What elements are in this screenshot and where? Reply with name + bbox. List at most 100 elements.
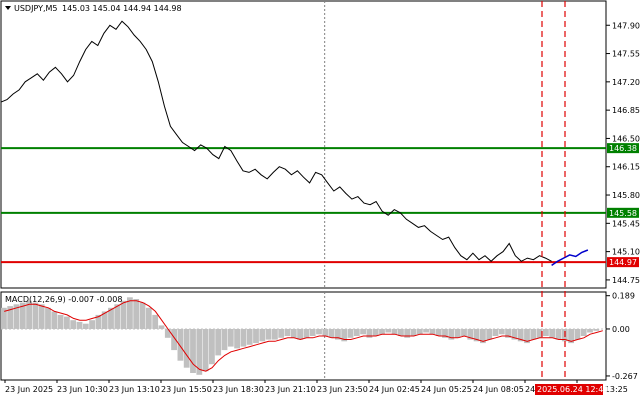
macd-bar xyxy=(183,329,190,368)
macd-bar xyxy=(32,302,39,329)
macd-bar xyxy=(517,329,524,342)
time-tick-label: 24 Jun 02:45 xyxy=(369,385,420,394)
time-tick-label: 23 Jun 18:30 xyxy=(213,385,264,394)
macd-bar xyxy=(568,329,574,344)
macd-bar xyxy=(272,329,278,340)
macd-bar xyxy=(480,329,486,344)
macd-bar xyxy=(158,325,165,329)
macd-bar xyxy=(19,302,26,329)
macd-bar xyxy=(234,329,240,349)
macd-bar xyxy=(190,329,196,373)
macd-bar xyxy=(461,329,467,336)
price-levels: 146.38 145.58 144.97 xyxy=(1,143,639,268)
macd-bar xyxy=(442,329,448,338)
time-tick-label: 23 Jun 10:30 xyxy=(57,385,108,394)
macd-bar xyxy=(108,307,114,329)
macd-bar xyxy=(309,329,316,336)
price-tick-label: 146.15 xyxy=(612,163,640,172)
level-tag xyxy=(607,143,639,154)
macd-bar xyxy=(416,329,423,335)
price-tick-label: 145.80 xyxy=(612,191,640,200)
macd-bar xyxy=(303,329,310,338)
macd-bar xyxy=(240,329,247,347)
macd-bar xyxy=(259,329,266,342)
time-tick-label: 24 Jun 05:25 xyxy=(421,385,472,394)
ohlc-values: 145.03 145.04 144.94 144.98 xyxy=(62,4,182,13)
macd-bar xyxy=(1,307,7,329)
macd-bar xyxy=(410,329,417,336)
time-tick-label: 23 Jun 15:50 xyxy=(161,385,212,394)
macd-bar xyxy=(139,302,146,329)
macd-bar xyxy=(57,314,64,329)
time-tick-label: 23 Jun 21:10 xyxy=(265,385,316,394)
macd-bar xyxy=(379,329,385,335)
macd-bar xyxy=(221,329,228,351)
macd-bar xyxy=(227,329,234,347)
price-tick-label: 146.50 xyxy=(612,134,640,143)
time-highlight-label: 2025.06.24 12:40 xyxy=(537,385,608,394)
price-y-axis: 147.90 147.55 147.20 146.85 146.50 146.15 145.… xyxy=(606,21,640,285)
macd-bar xyxy=(335,329,341,340)
macd-bar xyxy=(486,329,493,340)
level-tag-label: 146.38 xyxy=(609,144,637,153)
macd-tick-label: 0.189 xyxy=(612,292,635,301)
chart-header: USDJPY,M5 145.03 145.04 144.94 144.98 xyxy=(5,4,182,13)
symbol-dropdown-icon[interactable] xyxy=(5,6,11,10)
macd-bar xyxy=(454,329,461,338)
price-tick-label: 147.20 xyxy=(612,78,640,87)
macd-bar xyxy=(202,329,209,372)
macd-bar xyxy=(555,329,562,340)
macd-bar xyxy=(7,306,14,329)
time-tick-label: 23 Jun 2025 xyxy=(5,385,53,394)
macd-bar xyxy=(297,329,303,340)
macd-bar xyxy=(64,316,70,329)
macd-bar xyxy=(429,329,436,335)
macd-bar xyxy=(328,329,335,338)
macd-bar xyxy=(316,329,322,335)
macd-bar xyxy=(593,329,600,331)
macd-bar xyxy=(101,311,108,329)
macd-bar xyxy=(246,329,253,345)
macd-bar xyxy=(473,329,480,342)
time-tick-label: 23 Jun 23:50 xyxy=(317,385,368,394)
macd-bar xyxy=(253,329,259,344)
macd-tick-label: -0.267 xyxy=(612,372,638,381)
macd-tick-label: 0.00 xyxy=(612,325,630,334)
macd-bar xyxy=(127,297,133,329)
time-highlight-tag xyxy=(535,384,603,395)
macd-signal-path xyxy=(4,300,603,372)
price-tick-label: 145.45 xyxy=(612,219,640,228)
macd-bar xyxy=(574,329,581,340)
forecast-line xyxy=(551,249,589,267)
macd-bar xyxy=(467,329,474,340)
macd-bar xyxy=(38,304,45,329)
macd-bar xyxy=(95,314,102,329)
macd-bar xyxy=(435,329,442,336)
macd-bar xyxy=(13,304,20,329)
macd-bar xyxy=(82,323,89,329)
macd-signal-line xyxy=(4,300,603,372)
macd-bar xyxy=(398,329,404,336)
macd-bar xyxy=(587,329,593,333)
macd-bar xyxy=(290,329,297,338)
time-x-axis: 23 Jun 2025 23 Jun 10:30 23 Jun 13:10 23 Ju… xyxy=(4,380,628,395)
macd-bar xyxy=(51,311,58,329)
macd-bar xyxy=(145,307,152,329)
macd-bar xyxy=(76,321,83,329)
macd-bar xyxy=(530,329,537,340)
price-tick-label: 144.75 xyxy=(612,276,640,285)
macd-bar xyxy=(120,300,127,329)
macd-bar xyxy=(322,329,329,336)
macd-bar xyxy=(133,299,140,329)
price-tick-label: 145.10 xyxy=(612,248,640,257)
macd-bar xyxy=(45,307,51,329)
macd-bar xyxy=(366,329,373,338)
macd-bar xyxy=(549,329,556,338)
price-panel: 146.38 145.58 144.97 147.90 147.55 147.20 146… xyxy=(0,0,640,289)
macd-bar xyxy=(385,329,392,333)
macd-bar xyxy=(492,329,499,336)
macd-histogram xyxy=(1,297,600,375)
macd-bar xyxy=(511,329,518,340)
level-tag xyxy=(607,207,639,218)
